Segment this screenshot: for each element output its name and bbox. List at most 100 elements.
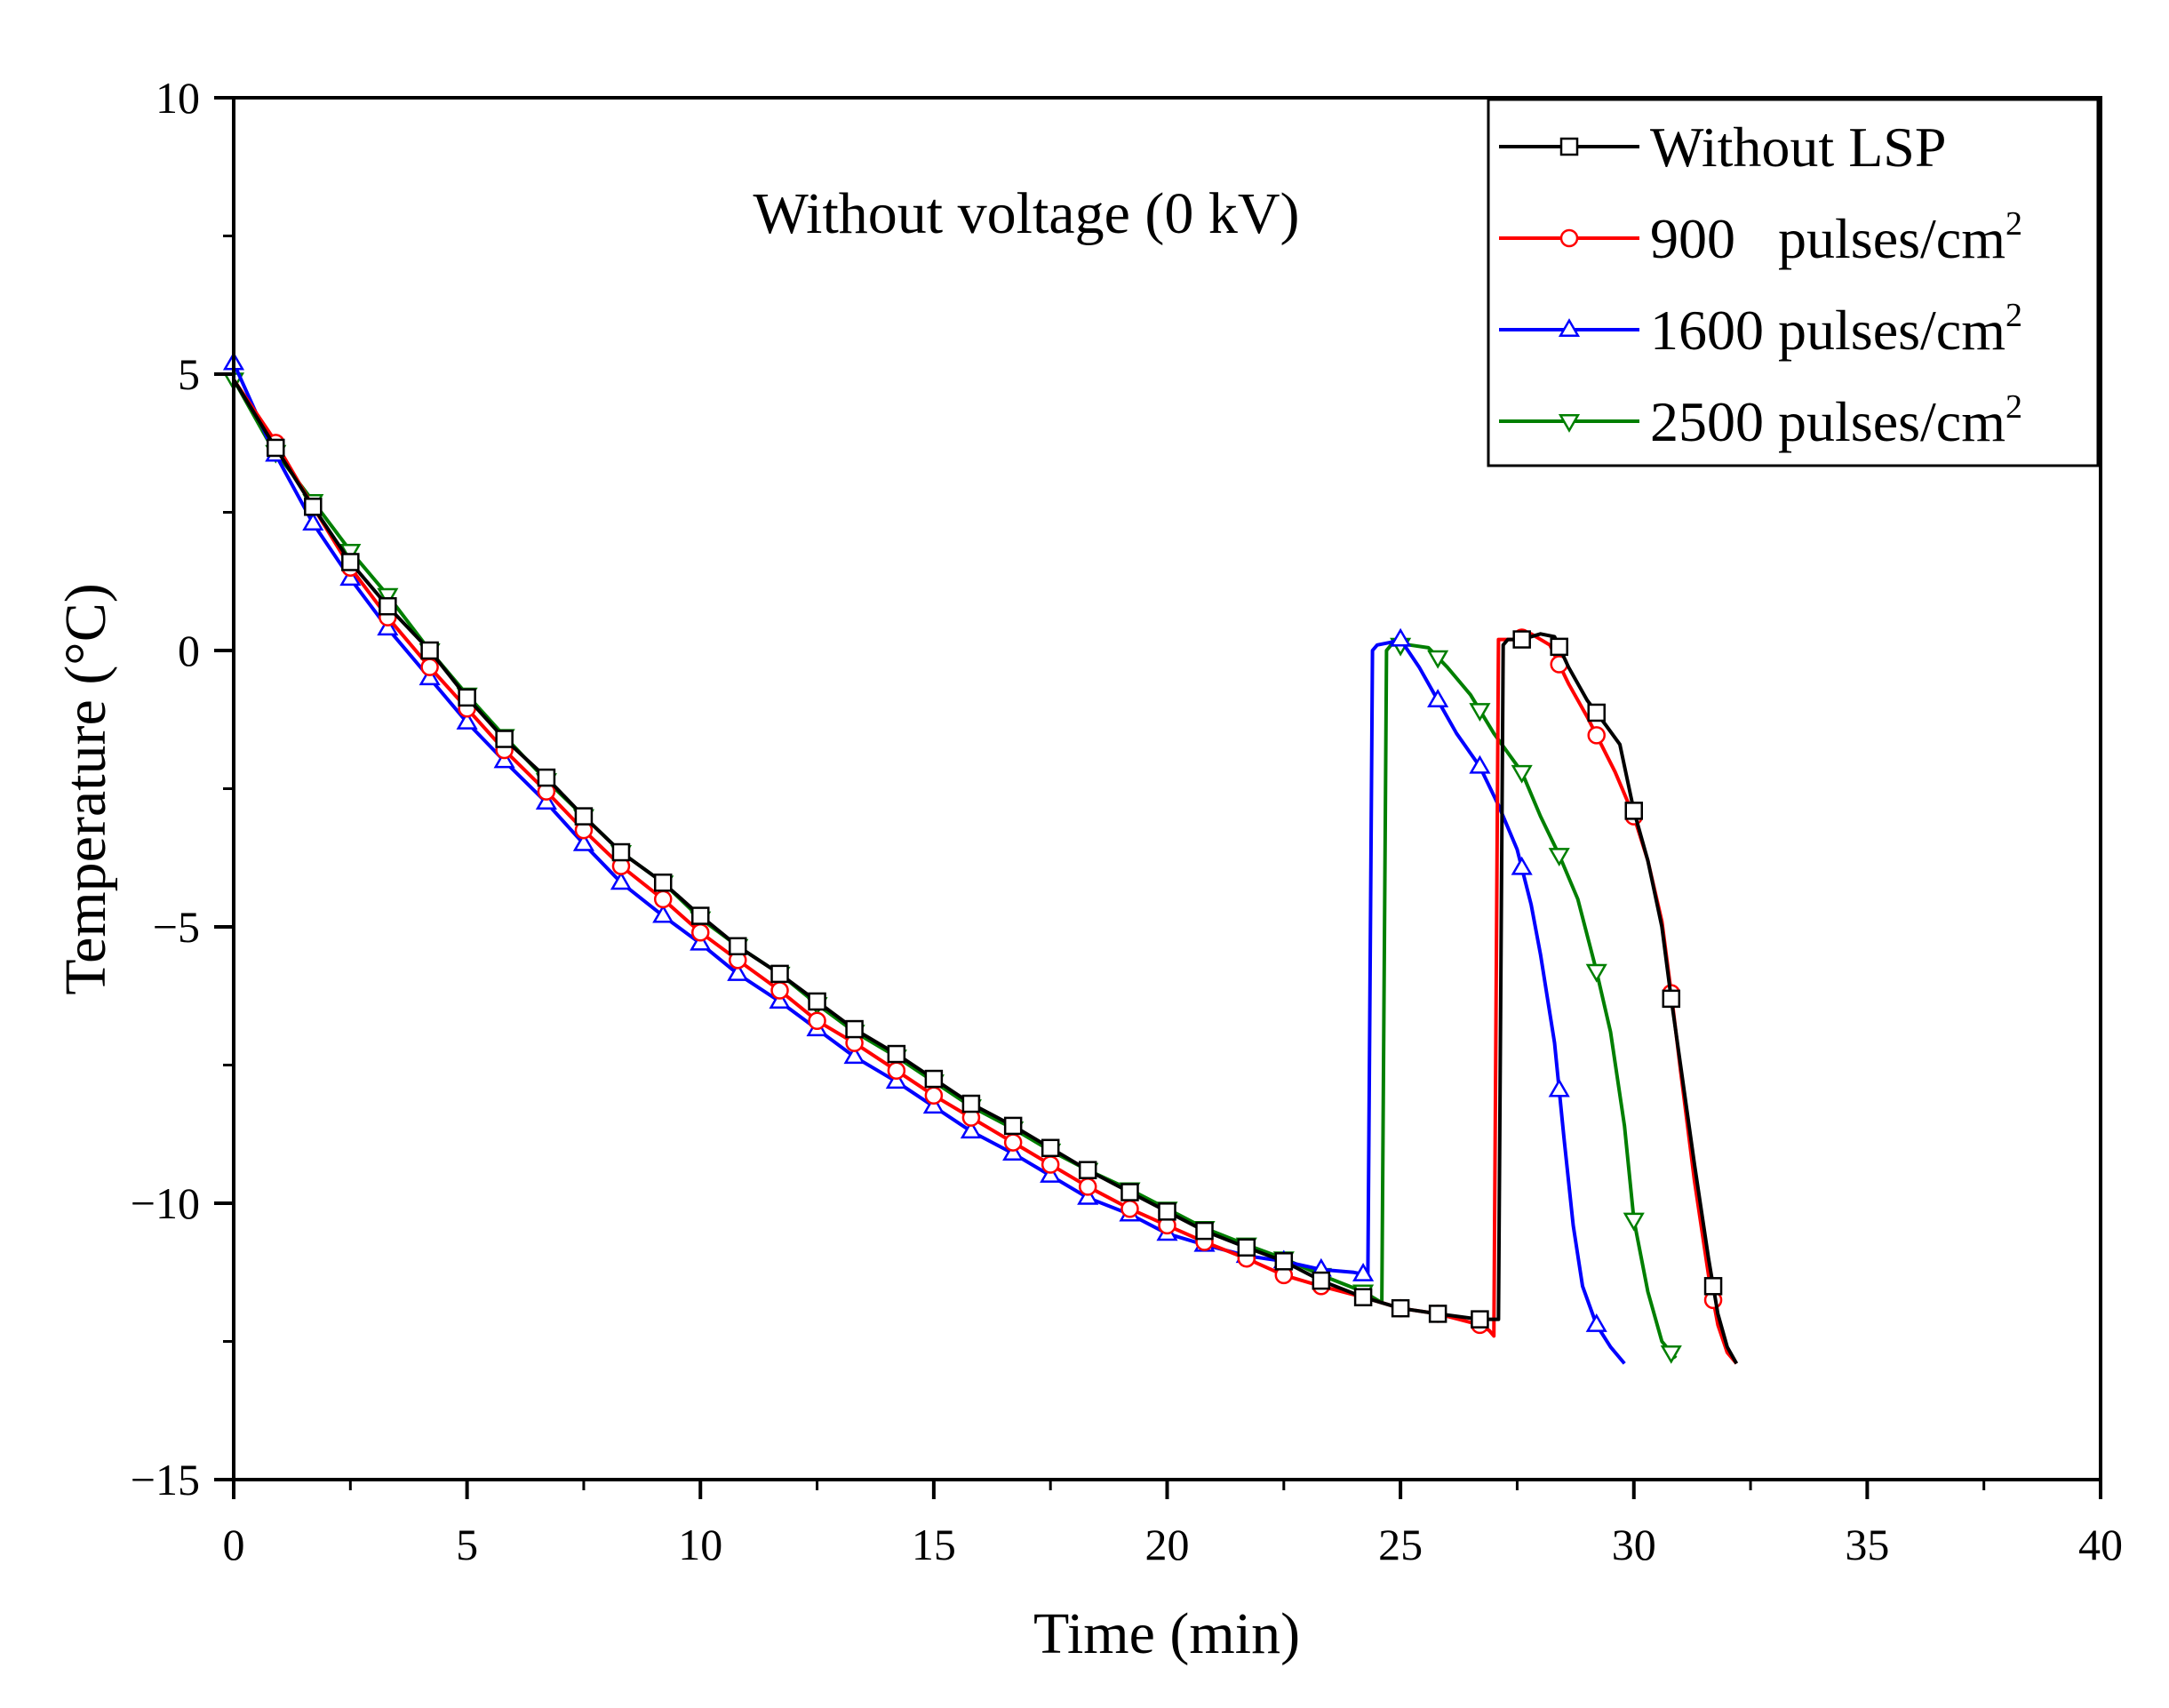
data-point-marker <box>1587 726 1606 745</box>
x-tick-label: 25 <box>1378 1520 1423 1569</box>
axes-layer: 0 5 10 15 20 25 30 35 40 −15 −10 −5 0 5 10 <box>131 73 2123 1569</box>
data-point-marker <box>770 981 789 1000</box>
data-point-marker <box>691 906 710 925</box>
data-point-marker <box>535 791 557 810</box>
legend-marker <box>1558 318 1581 337</box>
data-point-marker <box>727 962 749 981</box>
legend-label-text: 1600 pulses/cm <box>1650 299 2006 362</box>
x-tick-label: 15 <box>912 1520 956 1569</box>
data-point-marker <box>1003 1116 1023 1136</box>
data-point-marker <box>1548 1078 1570 1097</box>
data-point-marker <box>769 990 791 1009</box>
data-point-marker <box>1511 856 1533 875</box>
data-point-marker <box>304 498 323 516</box>
data-point-marker <box>574 807 594 826</box>
data-point-marker <box>456 711 478 730</box>
data-point-marker <box>1078 1177 1097 1196</box>
data-point-marker <box>1002 1142 1025 1161</box>
data-point-marker <box>924 1086 944 1105</box>
data-point-marker <box>419 666 441 686</box>
data-point-marker <box>1469 703 1491 722</box>
data-point-marker <box>1427 689 1449 707</box>
data-point-marker <box>1548 848 1570 866</box>
data-point-marker <box>885 1070 907 1089</box>
data-point-marker <box>843 1045 865 1065</box>
data-point-marker <box>691 922 710 942</box>
data-point-marker <box>537 768 556 787</box>
data-point-marker <box>1471 1310 1489 1329</box>
legend-superscript: 2 <box>2006 297 2022 334</box>
data-point-marker <box>341 553 360 571</box>
data-point-marker <box>924 1069 944 1089</box>
data-point-marker <box>493 749 515 769</box>
x-tick-label: 20 <box>1145 1520 1190 1569</box>
legend-label-text: Without LSP <box>1650 116 1946 179</box>
data-point-marker <box>1550 637 1568 657</box>
series-layer <box>222 351 1739 1365</box>
data-point-marker <box>377 587 399 607</box>
data-point-marker <box>653 873 673 892</box>
data-point-marker <box>1703 1277 1723 1296</box>
data-point-marker <box>572 832 595 851</box>
legend-marker <box>1559 137 1579 156</box>
data-point-marker <box>1623 1212 1645 1232</box>
data-point-marker <box>458 688 476 707</box>
data-point-marker <box>611 842 631 862</box>
legend-entry: 900 pulses/cm2 <box>1499 205 2022 270</box>
legend-marker <box>1559 228 1579 248</box>
data-point-marker <box>1660 1345 1682 1364</box>
data-point-marker <box>1158 1202 1176 1221</box>
data-point-marker <box>1391 1298 1410 1318</box>
data-point-marker <box>887 1061 906 1080</box>
data-point-marker <box>887 1044 906 1064</box>
data-point-marker <box>267 438 285 458</box>
data-point-marker <box>1512 630 1531 649</box>
data-point-marker <box>420 658 439 676</box>
legend-box <box>1487 98 2100 467</box>
y-axis-label: Temperature (°C) <box>53 583 118 994</box>
data-point-marker <box>1312 1271 1331 1290</box>
data-point-marker <box>729 937 747 956</box>
data-point-marker <box>1041 1138 1060 1158</box>
x-axis-label: Time (min) <box>1033 1601 1300 1666</box>
y-tick-label: −5 <box>153 902 200 952</box>
data-point-marker <box>379 596 397 616</box>
data-point-marker <box>845 1019 864 1039</box>
data-point-marker <box>808 1011 826 1030</box>
y-tick-label: −10 <box>131 1178 200 1228</box>
legend-entry: 1600 pulses/cm2 <box>1499 297 2022 362</box>
data-point-marker <box>420 641 439 660</box>
data-point-marker <box>1585 963 1607 983</box>
series-without-lsp <box>232 379 1739 1365</box>
x-tick-label: 35 <box>1845 1520 1889 1569</box>
data-point-marker <box>1195 1221 1214 1241</box>
data-point-marker <box>377 617 399 636</box>
annotation-text: Without voltage (0 kV) <box>753 181 1299 246</box>
plot-frame <box>232 96 2102 1481</box>
data-point-marker <box>1353 1288 1373 1306</box>
data-point-marker <box>1237 1238 1256 1257</box>
data-point-marker <box>961 1094 981 1113</box>
data-point-marker <box>1427 650 1449 669</box>
legend-entry: Without LSP <box>1499 116 1946 179</box>
data-point-marker <box>922 1095 945 1114</box>
data-point-marker <box>1274 1252 1294 1271</box>
legend-label: 2500 pulses/cm2 <box>1650 388 2022 453</box>
x-tick-label: 30 <box>1612 1520 1656 1569</box>
data-point-marker <box>1078 1161 1097 1179</box>
data-point-marker <box>1585 1313 1607 1332</box>
data-point-marker <box>1003 1133 1023 1152</box>
data-point-marker <box>1662 989 1681 1009</box>
x-tick-label: 10 <box>678 1520 722 1569</box>
data-point-marker <box>770 964 789 984</box>
legend-superscript: 2 <box>2006 205 2022 243</box>
data-point-marker <box>495 730 514 748</box>
data-point-marker <box>1352 1262 1375 1281</box>
data-point-marker <box>808 992 826 1011</box>
y-tick-label: −15 <box>131 1455 200 1504</box>
data-point-marker <box>1587 703 1606 722</box>
data-point-marker <box>1511 764 1533 784</box>
legend-label-text: 900 pulses/cm <box>1650 207 2006 270</box>
